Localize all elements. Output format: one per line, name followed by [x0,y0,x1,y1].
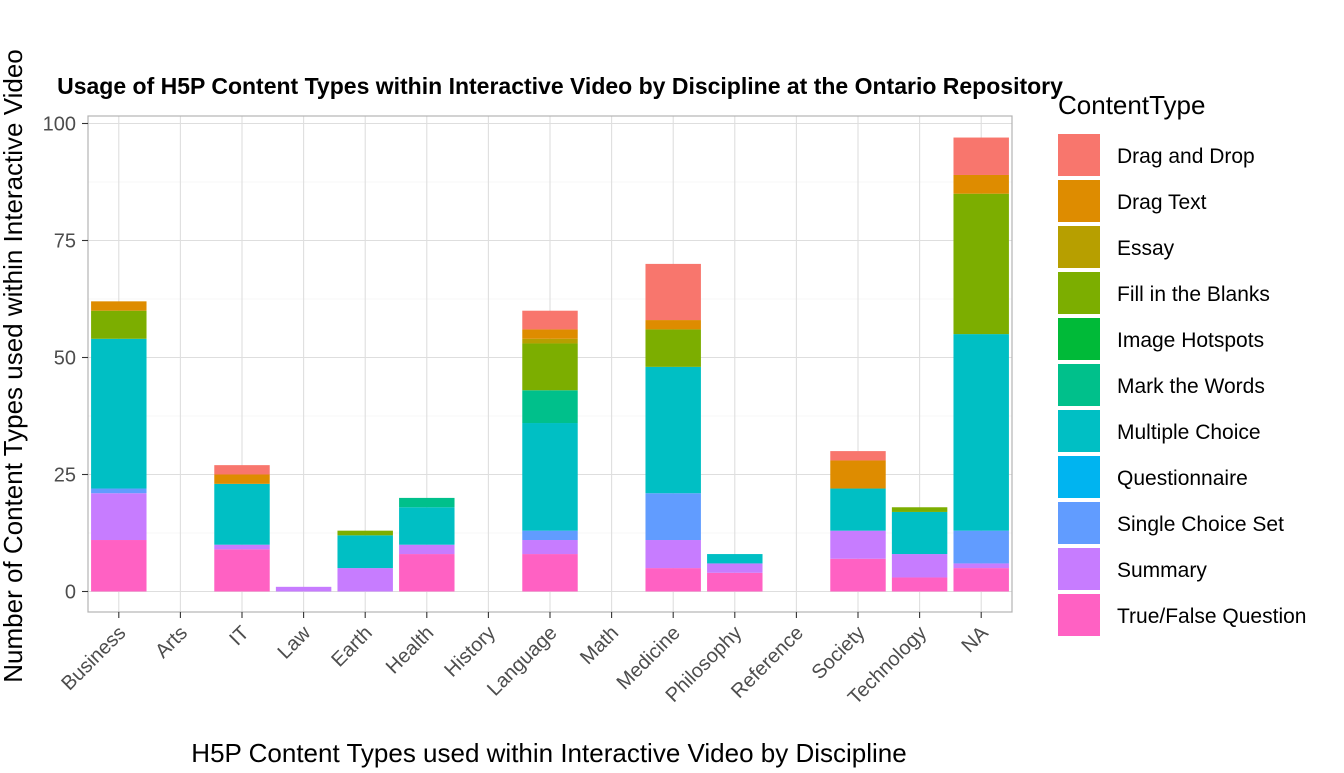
bar-medicine-multiple-choice [645,366,701,494]
bar-language-drag-text [522,329,578,339]
y-tick-label: 100 [43,114,76,136]
legend-key-image-hotspots [1058,318,1100,360]
bar-language-single-choice-set [522,530,578,541]
bar-it-multiple-choice [214,483,270,545]
legend-label-mark-the-words: Mark the Words [1117,375,1265,398]
y-axis: 0 25 50 75 100 [43,114,88,604]
bar-earth-fill-in-the-blanks [337,530,393,536]
legend-key-summary [1058,548,1100,590]
legend-label-multiple-choice: Multiple Choice [1117,421,1261,444]
bar-earth-multiple-choice [337,535,393,569]
legend-key-true-false-question [1058,594,1100,636]
bar-na-summary [953,563,1009,569]
bar-business-multiple-choice [91,338,147,489]
bar-medicine-summary [645,540,701,569]
chart-title: Usage of H5P Content Types within Intera… [57,73,1063,99]
y-axis-title: Number of Content Types used within Inte… [0,49,28,683]
legend-label-essay: Essay [1117,237,1175,260]
bar-language-fill-in-the-blanks [522,343,578,391]
bar-medicine-true-false-question [645,568,701,592]
legend-key-single-choice-set [1058,502,1100,544]
legend-key-mark-the-words [1058,364,1100,406]
bar-business-summary [91,493,147,541]
legend-key-multiple-choice [1058,410,1100,452]
bar-business-true-false-question [91,540,147,592]
bar-philosophy-multiple-choice [707,554,763,564]
bar-health-summary [399,544,455,555]
legend-label-questionnaire: Questionnaire [1117,467,1248,490]
bar-technology-multiple-choice [891,511,948,555]
y-tick-label: 50 [54,348,76,370]
bar-medicine-fill-in-the-blanks [645,329,701,367]
bar-technology-fill-in-the-blanks [891,507,948,512]
bar-language-drag-and-drop [522,310,578,330]
legend-label-summary: Summary [1117,559,1207,582]
bar-it-drag-text [214,474,270,484]
bar-language-true-false-question [522,554,578,592]
legend-key-drag-and-drop [1058,134,1100,176]
bar-technology-summary [891,554,948,578]
bar-it-summary [214,544,270,550]
bar-na-single-choice-set [953,530,1009,564]
x-axis-title: H5P Content Types used within Interactiv… [191,738,906,768]
legend: ContentType Drag and Drop Drag Text Essay F… [1058,90,1306,636]
y-tick-label: 75 [54,231,76,253]
bar-business-drag-text [91,301,147,311]
bar-society-true-false-question [830,558,886,592]
bar-health-true-false-question [399,554,455,592]
bar-language-multiple-choice [522,423,578,531]
bars [91,137,1009,592]
bar-na-true-false-question [953,568,1009,592]
legend-label-true-false-question: True/False Question [1117,605,1306,628]
bar-business-fill-in-the-blanks [91,310,147,339]
legend-key-fill-in-the-blanks [1058,272,1100,314]
y-tick-label: 0 [65,582,76,604]
bar-it-drag-and-drop [214,465,270,475]
bar-na-multiple-choice [953,334,1009,531]
legend-title: ContentType [1058,90,1205,120]
bar-earth-summary [337,568,393,592]
bar-society-drag-and-drop [830,451,886,461]
bar-na-fill-in-the-blanks [953,193,1009,335]
bar-na-drag-and-drop [953,137,1009,175]
legend-label-image-hotspots: Image Hotspots [1117,329,1264,352]
bar-law-summary [275,586,332,592]
bar-it-true-false-question [214,549,270,592]
bar-business-single-choice-set [91,488,147,494]
bar-language-essay [522,338,578,344]
bar-philosophy-summary [707,563,763,573]
bar-medicine-drag-text [645,320,701,330]
legend-label-drag-text: Drag Text [1117,191,1207,214]
bar-medicine-drag-and-drop [645,263,701,321]
bar-society-multiple-choice [830,488,886,531]
bar-language-summary [522,540,578,555]
bar-technology-true-false-question [891,577,948,592]
legend-key-drag-text [1058,180,1100,222]
legend-label-single-choice-set: Single Choice Set [1117,513,1284,536]
legend-label-drag-and-drop: Drag and Drop [1117,145,1255,168]
bar-na-drag-text [953,174,1009,194]
bar-society-drag-text [830,460,886,489]
legend-key-questionnaire [1058,456,1100,498]
legend-label-fill-in-the-blanks: Fill in the Blanks [1117,283,1270,306]
bar-health-mark-the-words [399,497,455,508]
bar-philosophy-true-false-question [707,572,763,592]
bar-health-multiple-choice [399,507,455,545]
bar-society-summary [830,530,886,559]
bar-language-mark-the-words [522,390,578,424]
bar-medicine-single-choice-set [645,493,701,541]
legend-key-essay [1058,226,1100,268]
y-tick-label: 25 [54,465,76,487]
